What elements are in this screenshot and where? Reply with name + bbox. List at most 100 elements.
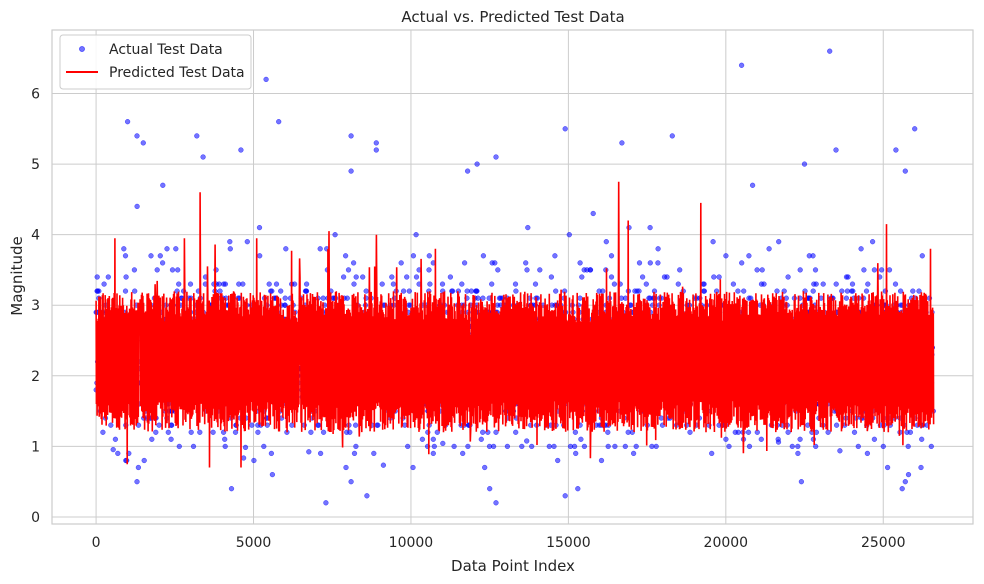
actual-point: [532, 281, 539, 287]
actual-point: [426, 253, 432, 259]
actual-point: [221, 281, 227, 287]
actual-point: [600, 288, 606, 294]
actual-point: [410, 253, 417, 259]
actual-point: [256, 224, 263, 231]
y-tick-label: 2: [31, 369, 40, 385]
actual-point: [669, 133, 675, 139]
actual-point: [910, 288, 916, 294]
actual-point: [746, 443, 753, 450]
actual-point: [863, 288, 870, 294]
actual-point: [622, 295, 629, 301]
actual-point: [348, 168, 354, 174]
actual-point: [345, 267, 352, 273]
actual-point: [653, 443, 659, 450]
actual-point: [625, 429, 631, 435]
actual-point: [449, 288, 455, 294]
actual-point: [217, 288, 223, 294]
actual-point: [577, 260, 583, 266]
actual-point: [839, 288, 845, 294]
actual-point: [902, 479, 908, 485]
actual-point: [400, 288, 407, 294]
actual-point: [451, 443, 457, 450]
actual-point: [240, 281, 246, 287]
actual-point: [513, 429, 519, 435]
actual-point: [315, 422, 321, 428]
actual-point: [548, 274, 555, 280]
actual-point: [101, 281, 107, 287]
actual-point: [100, 429, 106, 435]
actual-point: [897, 288, 904, 294]
actual-point: [348, 133, 354, 139]
actual-point: [343, 464, 349, 471]
y-tick-label: 5: [31, 157, 40, 173]
y-axis-title: Magnitude: [8, 236, 26, 315]
actual-point: [639, 274, 646, 280]
actual-point: [482, 464, 488, 471]
actual-point: [675, 281, 681, 287]
actual-point: [745, 429, 752, 435]
actual-point: [459, 281, 465, 287]
actual-point: [255, 429, 261, 435]
actual-point: [845, 274, 851, 280]
actual-point: [855, 443, 861, 450]
actual-point: [141, 457, 147, 464]
actual-point: [741, 288, 747, 294]
actual-point: [405, 443, 411, 450]
actual-point: [156, 422, 162, 428]
actual-point: [121, 246, 127, 252]
actual-point: [850, 288, 856, 294]
actual-point: [687, 429, 693, 435]
actual-point: [735, 288, 741, 294]
actual-point: [833, 281, 839, 287]
actual-point: [871, 267, 878, 273]
actual-point: [320, 295, 326, 301]
actual-point: [480, 429, 486, 435]
actual-point: [122, 288, 129, 294]
actual-point: [276, 119, 282, 125]
actual-point: [273, 281, 280, 287]
actual-point: [164, 246, 170, 252]
actual-point: [723, 253, 729, 259]
actual-point: [257, 253, 263, 259]
actual-point: [489, 260, 495, 266]
actual-point: [567, 443, 574, 450]
actual-point: [238, 147, 244, 153]
actual-point: [628, 302, 634, 308]
actual-point: [291, 281, 298, 287]
actual-point: [811, 281, 817, 287]
actual-point: [655, 260, 661, 266]
actual-point: [905, 471, 912, 478]
actual-point: [647, 224, 653, 231]
legend: Actual Test Data Predicted Test Data: [59, 34, 252, 90]
actual-point: [317, 450, 324, 457]
actual-point: [348, 479, 354, 485]
actual-point: [899, 486, 905, 492]
actual-point: [474, 161, 480, 167]
actual-point: [833, 147, 839, 153]
actual-point: [373, 147, 379, 153]
actual-point: [861, 267, 867, 273]
actual-point: [380, 462, 387, 468]
actual-point: [159, 260, 166, 266]
actual-point: [413, 274, 420, 280]
actual-point: [549, 302, 555, 308]
actual-point: [880, 443, 886, 450]
actual-point: [242, 444, 249, 451]
actual-point: [94, 288, 101, 294]
actual-point: [827, 48, 833, 54]
actual-point: [892, 281, 899, 287]
actual-point: [928, 443, 934, 450]
actual-point: [323, 500, 329, 506]
actual-point: [157, 253, 163, 259]
actual-point: [353, 443, 359, 450]
actual-point: [902, 168, 908, 174]
actual-point: [523, 260, 529, 266]
actual-point: [464, 168, 471, 174]
actual-point: [643, 281, 649, 287]
actual-point: [112, 436, 119, 442]
actual-point: [711, 274, 717, 280]
actual-point: [251, 457, 257, 464]
actual-point: [726, 443, 732, 450]
actual-point: [222, 436, 228, 442]
actual-point: [801, 161, 808, 167]
